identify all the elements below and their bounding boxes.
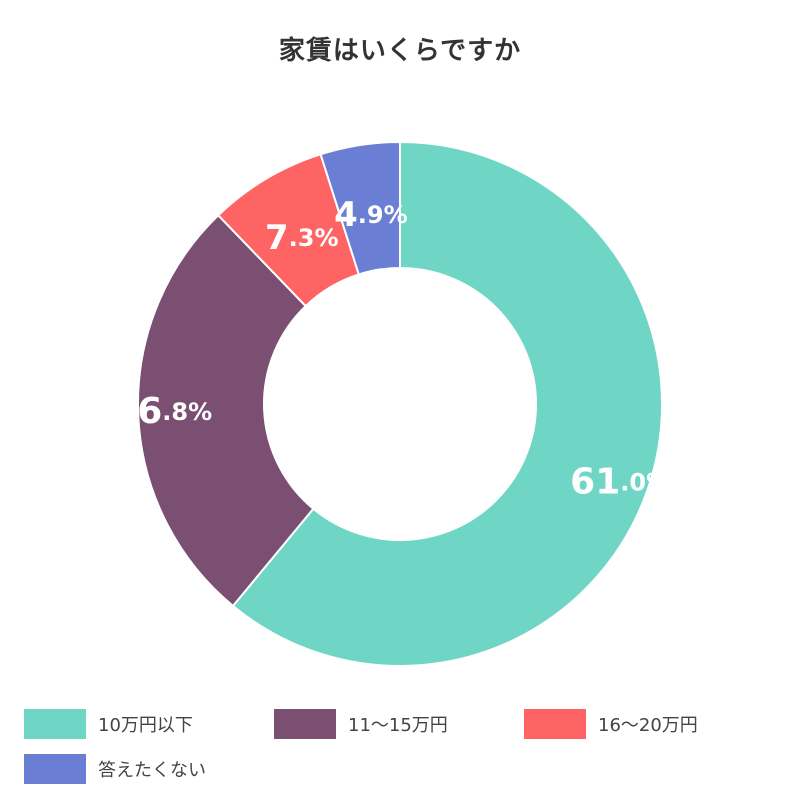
donut-slices	[137, 140, 663, 667]
legend-swatch	[524, 709, 586, 739]
slice-label-16-20man: 7.3%	[265, 218, 339, 258]
chart-title: 家賃はいくらですか	[278, 36, 522, 66]
legend-label: 答えたくない	[98, 760, 206, 781]
legend-label: 11〜15万円	[348, 715, 448, 736]
legend-swatch	[24, 709, 86, 739]
legend-swatch	[274, 709, 336, 739]
legend-item-kotaetakunai[interactable]: 答えたくない	[24, 754, 206, 784]
legend-item-10man-ika[interactable]: 10万円以下	[24, 709, 193, 739]
slice-10man-ika[interactable]	[231, 140, 663, 667]
legend-label: 10万円以下	[98, 715, 193, 736]
legend-item-16-20man[interactable]: 16〜20万円	[524, 709, 698, 739]
legend-swatch	[24, 754, 86, 784]
slice-labels: 61.0% 26.8% 7.3%4.9%	[112, 195, 670, 503]
slice-11-15man[interactable]	[137, 213, 315, 608]
legend-item-11-15man[interactable]: 11〜15万円	[274, 709, 448, 739]
slice-label-kotaetakunai: 4.9%	[334, 195, 408, 235]
slice-kotaetakunai[interactable]	[319, 140, 401, 276]
legend-label: 16〜20万円	[598, 715, 698, 736]
slice-label-10man-ika: 61.0%	[570, 461, 670, 502]
slice-label-11-15man: 26.8%	[112, 391, 212, 432]
